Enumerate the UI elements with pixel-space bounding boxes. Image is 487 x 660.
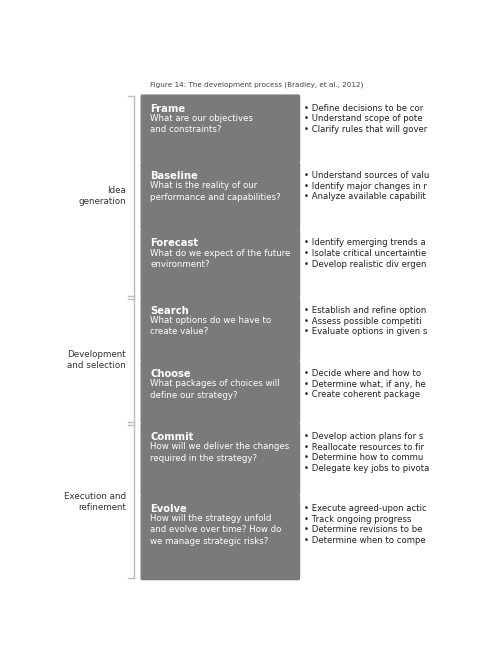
Polygon shape xyxy=(206,422,235,428)
Text: • Execute agreed-upon actic: • Execute agreed-upon actic xyxy=(304,504,427,513)
Text: Idea
generation: Idea generation xyxy=(78,186,126,206)
Text: • Understand scope of pote: • Understand scope of pote xyxy=(304,114,423,123)
Text: • Reallocate resources to fir: • Reallocate resources to fir xyxy=(304,443,424,452)
Polygon shape xyxy=(206,228,235,235)
Text: Commit: Commit xyxy=(150,432,194,442)
Text: How will we deliver the changes
required in the strategy?: How will we deliver the changes required… xyxy=(150,442,290,463)
FancyBboxPatch shape xyxy=(141,229,300,298)
Text: What are our objectives
and constraints?: What are our objectives and constraints? xyxy=(150,114,253,134)
Polygon shape xyxy=(206,359,235,366)
Text: • Track ongoing progress: • Track ongoing progress xyxy=(304,515,412,523)
Text: Choose: Choose xyxy=(150,369,191,379)
FancyBboxPatch shape xyxy=(141,297,300,361)
FancyBboxPatch shape xyxy=(141,162,300,230)
Text: • Determine how to commu: • Determine how to commu xyxy=(304,453,424,463)
Text: • Develop action plans for s: • Develop action plans for s xyxy=(304,432,424,441)
FancyBboxPatch shape xyxy=(141,360,300,424)
Text: What options do we have to
create value?: What options do we have to create value? xyxy=(150,316,271,337)
Polygon shape xyxy=(206,494,235,500)
Text: • Delegate key jobs to pivota: • Delegate key jobs to pivota xyxy=(304,464,430,473)
Text: • Evaluate options in given s: • Evaluate options in given s xyxy=(304,327,428,336)
Text: Baseline: Baseline xyxy=(150,171,198,181)
Text: • Clarify rules that will gover: • Clarify rules that will gover xyxy=(304,125,428,134)
Text: What packages of choices will
define our strategy?: What packages of choices will define our… xyxy=(150,379,280,399)
Text: • Analyze available capabilit: • Analyze available capabilit xyxy=(304,192,426,201)
Text: Figure 14: The development process (Bradley, et al., 2012): Figure 14: The development process (Brad… xyxy=(150,82,364,88)
FancyBboxPatch shape xyxy=(141,423,300,496)
Text: What is the reality of our
performance and capabilities?: What is the reality of our performance a… xyxy=(150,182,281,201)
Text: • Define decisions to be cor: • Define decisions to be cor xyxy=(304,104,424,113)
Text: Forecast: Forecast xyxy=(150,238,198,248)
Text: • Determine revisions to be: • Determine revisions to be xyxy=(304,525,423,534)
Text: • Determine what, if any, he: • Determine what, if any, he xyxy=(304,379,426,389)
Text: • Create coherent package: • Create coherent package xyxy=(304,390,420,399)
Text: • Develop realistic div ergen: • Develop realistic div ergen xyxy=(304,260,427,269)
Text: • Assess possible competiti: • Assess possible competiti xyxy=(304,317,422,325)
Text: • Identify major changes in r: • Identify major changes in r xyxy=(304,182,427,191)
Text: • Understand sources of valu: • Understand sources of valu xyxy=(304,171,430,180)
Text: • Decide where and how to: • Decide where and how to xyxy=(304,369,421,378)
FancyBboxPatch shape xyxy=(141,94,300,163)
Text: • Isolate critical uncertaintie: • Isolate critical uncertaintie xyxy=(304,249,427,258)
Text: • Identify emerging trends a: • Identify emerging trends a xyxy=(304,238,426,248)
Text: • Establish and refine option: • Establish and refine option xyxy=(304,306,427,315)
Text: What do we expect of the future
environment?: What do we expect of the future environm… xyxy=(150,249,291,269)
Text: How will the strategy unfold
and evolve over time? How do
we manage strategic ri: How will the strategy unfold and evolve … xyxy=(150,514,281,546)
Text: Evolve: Evolve xyxy=(150,504,187,514)
Text: Frame: Frame xyxy=(150,104,186,114)
Text: Development
and selection: Development and selection xyxy=(67,350,126,370)
FancyBboxPatch shape xyxy=(141,495,300,580)
Text: Execution and
refinement: Execution and refinement xyxy=(64,492,126,512)
Polygon shape xyxy=(206,296,235,302)
Polygon shape xyxy=(206,161,235,168)
Text: Search: Search xyxy=(150,306,189,316)
Text: • Determine when to compe: • Determine when to compe xyxy=(304,536,426,545)
